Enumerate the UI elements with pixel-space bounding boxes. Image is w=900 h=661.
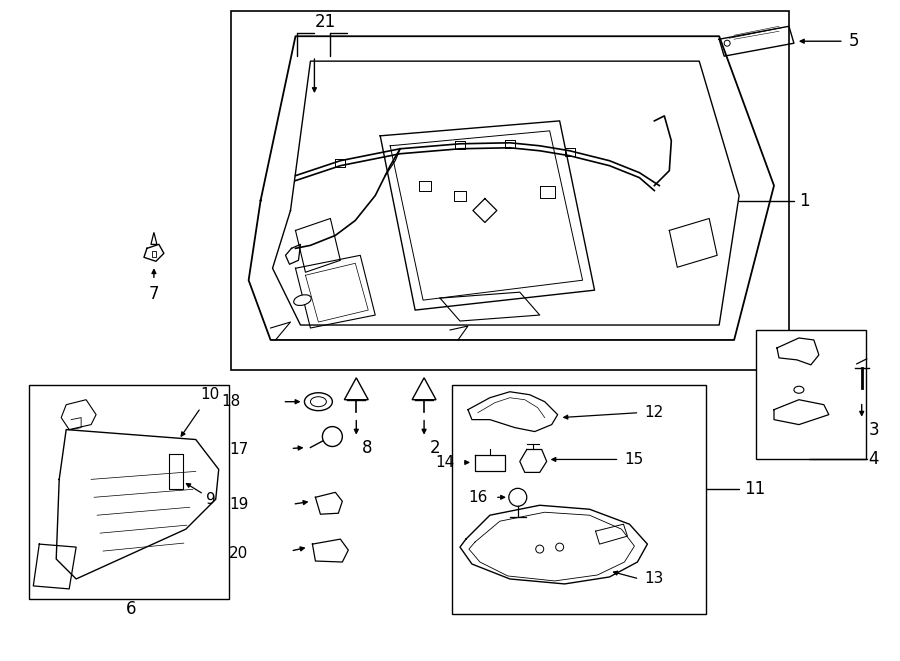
Ellipse shape: [293, 295, 311, 305]
Text: 18: 18: [221, 394, 240, 409]
Text: 19: 19: [230, 497, 248, 512]
Text: 16: 16: [469, 490, 488, 505]
Bar: [452, 385, 706, 614]
Text: 13: 13: [644, 572, 664, 586]
Ellipse shape: [724, 40, 730, 46]
Text: 21: 21: [314, 13, 336, 31]
Ellipse shape: [794, 386, 804, 393]
Circle shape: [508, 488, 526, 506]
Text: 20: 20: [230, 545, 248, 561]
Text: 1: 1: [799, 192, 809, 210]
Circle shape: [555, 543, 563, 551]
Text: 14: 14: [436, 455, 455, 470]
Text: 2: 2: [430, 438, 441, 457]
Text: 8: 8: [363, 438, 373, 457]
Bar: [756, 330, 866, 459]
Polygon shape: [152, 251, 156, 257]
Ellipse shape: [310, 397, 327, 407]
Bar: [30, 385, 229, 599]
Text: 9: 9: [206, 492, 215, 507]
Bar: [230, 11, 789, 370]
Text: 15: 15: [625, 452, 643, 467]
Text: 5: 5: [849, 32, 859, 50]
Text: 3: 3: [868, 420, 879, 439]
Polygon shape: [412, 378, 436, 400]
Text: 17: 17: [230, 442, 248, 457]
Polygon shape: [151, 233, 157, 245]
Ellipse shape: [304, 393, 332, 410]
Text: 10: 10: [201, 387, 220, 403]
Circle shape: [536, 545, 544, 553]
Text: 7: 7: [148, 285, 159, 303]
Polygon shape: [345, 378, 368, 400]
Circle shape: [322, 426, 342, 447]
Text: 12: 12: [644, 405, 663, 420]
Text: 4: 4: [868, 450, 879, 469]
Text: 11: 11: [744, 481, 765, 498]
Text: 6: 6: [126, 600, 136, 618]
